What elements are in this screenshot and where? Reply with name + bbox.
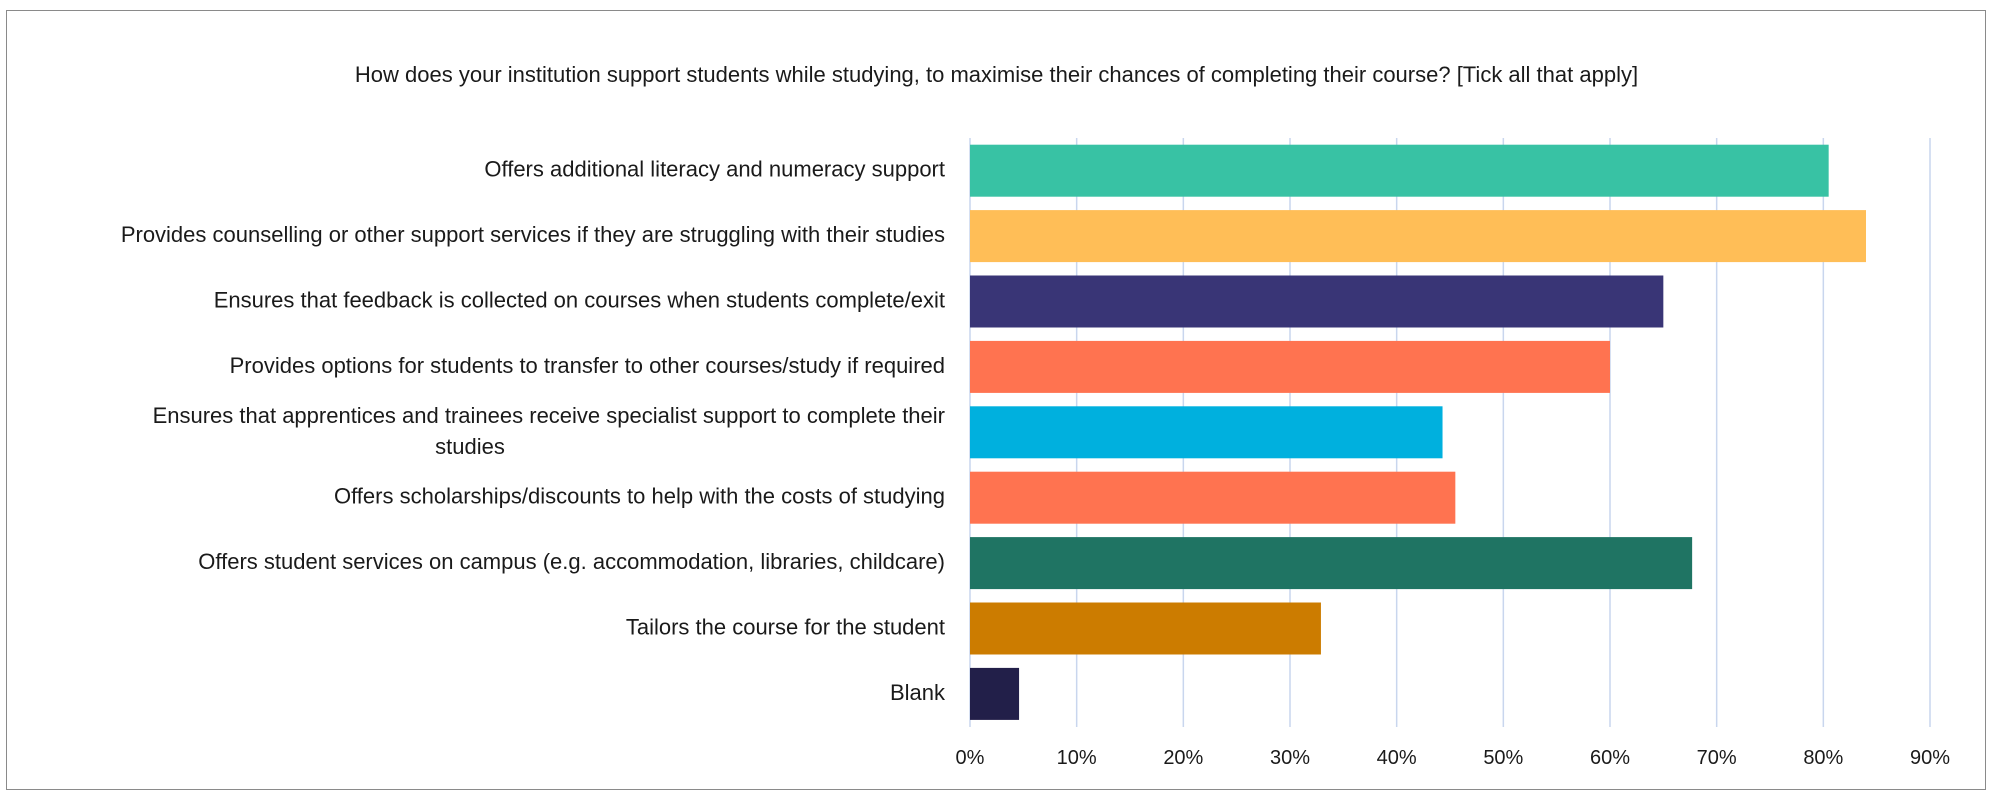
bar [970,667,1020,720]
category-label: Ensures that feedback is collected on co… [214,287,945,312]
x-tick-label: 30% [1270,747,1310,769]
x-tick-label: 10% [1057,747,1097,769]
bar [970,602,1321,655]
x-tick-label: 40% [1377,747,1417,769]
category-label: Tailors the course for the student [626,614,945,639]
bar [970,340,1610,393]
category-label: Offers scholarships/discounts to help wi… [334,484,945,509]
bar [970,471,1456,524]
x-tick-label: 70% [1697,747,1737,769]
bar [970,537,1693,590]
x-tick-label: 60% [1590,747,1630,769]
chart-title: How does your institution support studen… [354,62,1639,87]
x-tick-label: 50% [1483,747,1523,769]
category-label: Provides counselling or other support se… [121,222,945,247]
x-tick-label: 0% [956,747,985,769]
category-label: Provides options for students to transfe… [230,353,945,378]
category-label: Offers student services on campus (e.g. … [198,549,945,574]
category-label: Ensures that apprentices and trainees re… [153,403,945,459]
x-tick-label: 90% [1910,747,1950,769]
bar [970,210,1866,263]
bar [970,275,1664,328]
x-tick-label: 20% [1163,747,1203,769]
category-label: Offers additional literacy and numeracy … [484,157,945,182]
bar [970,406,1443,459]
chart-frame [6,10,1986,790]
x-tick-label: 80% [1803,747,1843,769]
bar [970,144,1829,197]
category-label: Blank [890,680,946,705]
